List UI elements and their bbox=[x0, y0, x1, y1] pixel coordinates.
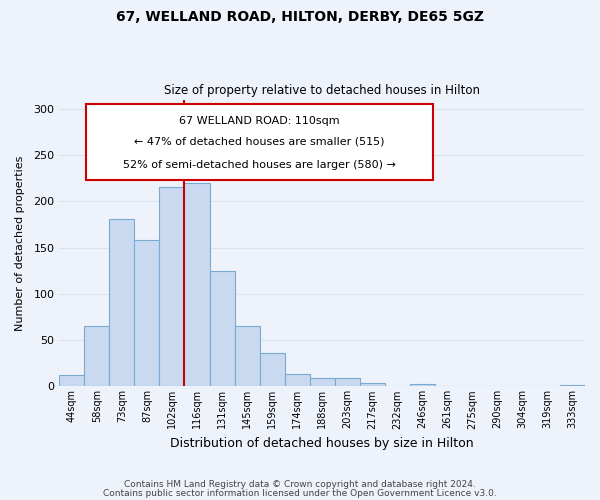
Bar bbox=[360, 382, 385, 386]
Text: 52% of semi-detached houses are larger (580) →: 52% of semi-detached houses are larger (… bbox=[122, 160, 395, 170]
Text: ← 47% of detached houses are smaller (515): ← 47% of detached houses are smaller (51… bbox=[134, 137, 385, 147]
Y-axis label: Number of detached properties: Number of detached properties bbox=[15, 156, 25, 330]
Text: 67 WELLAND ROAD: 110sqm: 67 WELLAND ROAD: 110sqm bbox=[179, 116, 340, 126]
Bar bbox=[184, 183, 209, 386]
Text: Contains public sector information licensed under the Open Government Licence v3: Contains public sector information licen… bbox=[103, 490, 497, 498]
Title: Size of property relative to detached houses in Hilton: Size of property relative to detached ho… bbox=[164, 84, 480, 97]
Bar bbox=[160, 188, 184, 386]
Bar bbox=[59, 376, 85, 386]
Bar bbox=[560, 384, 585, 386]
Bar bbox=[235, 326, 260, 386]
Bar bbox=[85, 326, 109, 386]
Bar bbox=[260, 353, 284, 386]
Text: 67, WELLAND ROAD, HILTON, DERBY, DE65 5GZ: 67, WELLAND ROAD, HILTON, DERBY, DE65 5G… bbox=[116, 10, 484, 24]
Bar bbox=[109, 219, 134, 386]
X-axis label: Distribution of detached houses by size in Hilton: Distribution of detached houses by size … bbox=[170, 437, 474, 450]
Text: Contains HM Land Registry data © Crown copyright and database right 2024.: Contains HM Land Registry data © Crown c… bbox=[124, 480, 476, 489]
FancyBboxPatch shape bbox=[86, 104, 433, 180]
Bar bbox=[284, 374, 310, 386]
Bar bbox=[335, 378, 360, 386]
Bar bbox=[209, 270, 235, 386]
Bar bbox=[410, 384, 435, 386]
Bar bbox=[134, 240, 160, 386]
Bar bbox=[310, 378, 335, 386]
